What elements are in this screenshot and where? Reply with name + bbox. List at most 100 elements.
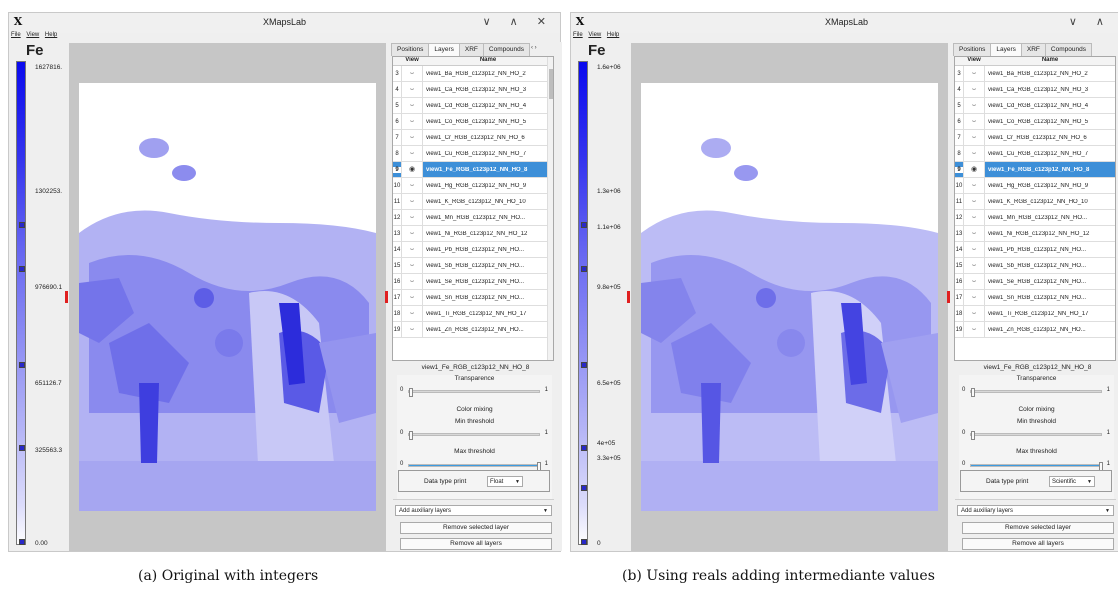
eye-closed-icon[interactable]: ⌣ [401, 226, 423, 241]
table-row[interactable]: 11 ⌣ view1_K_RGB_c123p12_NN_HO_10 [955, 194, 1115, 210]
table-row[interactable]: 15 ⌣ view1_Sb_RGB_c123p12_NN_HO... [393, 258, 553, 274]
column-header-name[interactable]: Name [1041, 57, 1059, 63]
slider-handle[interactable] [971, 431, 975, 440]
eye-closed-icon[interactable]: ⌣ [401, 210, 423, 225]
window-controls[interactable]: ∨ ∧ ✕ [482, 16, 554, 28]
eye-open-icon[interactable]: ◉ [963, 162, 985, 177]
table-row[interactable]: 16 ⌣ view1_Se_RGB_c123p12_NN_HO... [955, 274, 1115, 290]
table-row[interactable]: 5 ⌣ view1_Cd_RGB_c123p12_NN_HO_4 [393, 98, 553, 114]
remove-selected-layer-button[interactable]: Remove selected layer [400, 522, 552, 534]
eye-closed-icon[interactable]: ⌣ [963, 130, 985, 145]
eye-closed-icon[interactable]: ⌣ [963, 98, 985, 113]
table-row[interactable]: 14 ⌣ view1_Pb_RGB_c123p12_NN_HO... [393, 242, 553, 258]
eye-closed-icon[interactable]: ⌣ [401, 66, 423, 81]
slider-handle[interactable] [971, 388, 975, 397]
table-row[interactable]: 7 ⌣ view1_Cr_RGB_c123p12_NN_HO_6 [955, 130, 1115, 146]
table-row[interactable]: 4 ⌣ view1_Ca_RGB_c123p12_NN_HO_3 [393, 82, 553, 98]
eye-closed-icon[interactable]: ⌣ [401, 242, 423, 257]
table-row[interactable]: 16 ⌣ view1_Se_RGB_c123p12_NN_HO... [393, 274, 553, 290]
eye-closed-icon[interactable]: ⌣ [963, 242, 985, 257]
min-threshold-slider[interactable]: 0 1 [400, 429, 548, 440]
table-row[interactable]: 10 ⌣ view1_Hg_RGB_c123p12_NN_HO_9 [955, 178, 1115, 194]
menu-file[interactable]: File [573, 32, 583, 38]
tab-xrf[interactable]: XRF [458, 43, 484, 56]
eye-closed-icon[interactable]: ⌣ [401, 194, 423, 209]
eye-closed-icon[interactable]: ⌣ [963, 178, 985, 193]
eye-closed-icon[interactable]: ⌣ [401, 98, 423, 113]
colorbar-stop-handle[interactable] [19, 445, 25, 451]
transparence-slider[interactable]: 0 1 [962, 386, 1110, 397]
image-viewport[interactable] [631, 43, 948, 551]
table-row[interactable]: 6 ⌣ view1_Co_RGB_c123p12_NN_HO_5 [955, 114, 1115, 130]
table-row[interactable]: 7 ⌣ view1_Cr_RGB_c123p12_NN_HO_6 [393, 130, 553, 146]
table-row[interactable]: 10 ⌣ view1_Hg_RGB_c123p12_NN_HO_9 [393, 178, 553, 194]
table-row[interactable]: 13 ⌣ view1_Ni_RGB_c123p12_NN_HO_12 [393, 226, 553, 242]
colorbar-stop-handle[interactable] [581, 266, 587, 272]
remove-all-layers-button[interactable]: Remove all layers [400, 538, 552, 550]
table-row[interactable]: 14 ⌣ view1_Pb_RGB_c123p12_NN_HO... [955, 242, 1115, 258]
table-row[interactable]: 9 ◉ view1_Fe_RGB_c123p12_NN_HO_8 [393, 162, 553, 178]
colorbar-stop-handle[interactable] [19, 362, 25, 368]
data-type-select[interactable]: Scientific ▼ [1049, 476, 1095, 487]
column-header-view[interactable]: View [967, 57, 981, 63]
eye-closed-icon[interactable]: ⌣ [963, 82, 985, 97]
colorbar-stop-handle[interactable] [581, 362, 587, 368]
eye-closed-icon[interactable]: ⌣ [963, 290, 985, 305]
menu-file[interactable]: File [11, 32, 21, 38]
tab-positions[interactable]: Positions [391, 43, 430, 56]
table-row[interactable]: 12 ⌣ view1_Mn_RGB_c123p12_NN_HO... [393, 210, 553, 226]
eye-closed-icon[interactable]: ⌣ [963, 146, 985, 161]
image-viewport[interactable] [69, 43, 386, 551]
eye-closed-icon[interactable]: ⌣ [401, 114, 423, 129]
table-row[interactable]: 18 ⌣ view1_Ti_RGB_c123p12_NN_HO_17 [955, 306, 1115, 322]
table-row[interactable]: 15 ⌣ view1_Sb_RGB_c123p12_NN_HO... [955, 258, 1115, 274]
auxiliary-layers-dropdown[interactable]: Add auxiliary layers ▼ [395, 505, 552, 516]
colorbar-stop-handle[interactable] [581, 539, 587, 545]
eye-closed-icon[interactable]: ⌣ [963, 306, 985, 321]
min-threshold-slider[interactable]: 0 1 [962, 429, 1110, 440]
table-row[interactable]: 18 ⌣ view1_Ti_RGB_c123p12_NN_HO_17 [393, 306, 553, 322]
table-row[interactable]: 17 ⌣ view1_Sn_RGB_c123p12_NN_HO... [393, 290, 553, 306]
eye-closed-icon[interactable]: ⌣ [401, 306, 423, 321]
table-scrollbar[interactable] [547, 57, 553, 360]
data-type-select[interactable]: Float ▼ [487, 476, 523, 487]
table-row[interactable]: 19 ⌣ view1_Zn_RGB_c123p12_NN_HO... [955, 322, 1115, 338]
colorbar-stop-handle[interactable] [19, 222, 25, 228]
eye-closed-icon[interactable]: ⌣ [963, 114, 985, 129]
table-row[interactable]: 8 ⌣ view1_Cu_RGB_c123p12_NN_HO_7 [393, 146, 553, 162]
tab-compounds[interactable]: Compounds [1044, 43, 1092, 56]
max-threshold-slider[interactable]: 0 1 [962, 460, 1110, 471]
table-row[interactable]: 17 ⌣ view1_Sn_RGB_c123p12_NN_HO... [955, 290, 1115, 306]
eye-closed-icon[interactable]: ⌣ [401, 274, 423, 289]
eye-closed-icon[interactable]: ⌣ [963, 274, 985, 289]
table-row[interactable]: 12 ⌣ view1_Mn_RGB_c123p12_NN_HO... [955, 210, 1115, 226]
tab-positions[interactable]: Positions [953, 43, 992, 56]
splitter-marker[interactable] [385, 291, 388, 303]
table-row[interactable]: 3 ⌣ view1_Ba_RGB_c123p12_NN_HO_2 [955, 66, 1115, 82]
xrf-map-image[interactable] [641, 83, 938, 511]
table-row[interactable]: 19 ⌣ view1_Zn_RGB_c123p12_NN_HO... [393, 322, 553, 338]
eye-closed-icon[interactable]: ⌣ [401, 82, 423, 97]
colorbar-stop-handle[interactable] [19, 539, 25, 545]
table-row[interactable]: 6 ⌣ view1_Co_RGB_c123p12_NN_HO_5 [393, 114, 553, 130]
remove-selected-layer-button[interactable]: Remove selected layer [962, 522, 1114, 534]
splitter-marker[interactable] [627, 291, 630, 303]
table-row[interactable]: 8 ⌣ view1_Cu_RGB_c123p12_NN_HO_7 [955, 146, 1115, 162]
menu-help[interactable]: Help [44, 32, 58, 38]
table-row[interactable]: 11 ⌣ view1_K_RGB_c123p12_NN_HO_10 [393, 194, 553, 210]
eye-closed-icon[interactable]: ⌣ [963, 210, 985, 225]
colorbar[interactable] [578, 61, 588, 545]
splitter-marker[interactable] [65, 291, 68, 303]
column-header-view[interactable]: View [405, 57, 419, 63]
colorbar-stop-handle[interactable] [19, 266, 25, 272]
colorbar-stop-handle[interactable] [581, 485, 587, 491]
colorbar-stop-handle[interactable] [581, 445, 587, 451]
slider-handle[interactable] [409, 388, 413, 397]
window-controls[interactable]: ∨ ∧ [1068, 16, 1112, 28]
tab-scroll-arrows-icon[interactable]: ‹ › [530, 45, 537, 51]
auxiliary-layers-dropdown[interactable]: Add auxiliary layers ▼ [957, 505, 1114, 516]
splitter-marker[interactable] [947, 291, 950, 303]
max-threshold-slider[interactable]: 0 1 [400, 460, 548, 471]
eye-closed-icon[interactable]: ⌣ [963, 258, 985, 273]
eye-closed-icon[interactable]: ⌣ [401, 178, 423, 193]
